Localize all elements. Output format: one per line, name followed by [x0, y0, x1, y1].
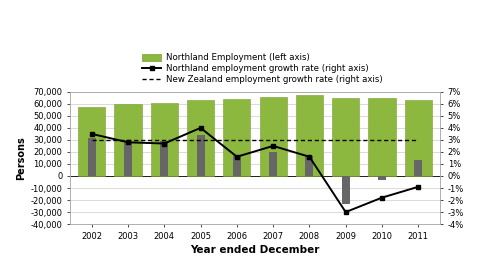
Bar — [368, 98, 396, 176]
Bar — [296, 95, 323, 176]
Bar — [114, 104, 141, 176]
Legend: Northland Employment (left axis), Northland employment growth rate (right axis),: Northland Employment (left axis), Northl… — [140, 51, 384, 86]
Bar — [342, 176, 349, 204]
Bar — [306, 156, 314, 176]
Bar — [233, 156, 241, 176]
Y-axis label: Persons: Persons — [16, 136, 26, 180]
Bar — [414, 160, 422, 176]
Bar — [196, 135, 204, 176]
Bar — [404, 100, 432, 176]
Bar — [260, 97, 286, 176]
Bar — [160, 141, 168, 176]
Bar — [187, 100, 214, 176]
Bar — [150, 103, 178, 176]
Bar — [78, 107, 106, 176]
Bar — [224, 99, 250, 176]
Bar — [378, 176, 386, 180]
Bar — [88, 137, 96, 176]
X-axis label: Year ended December: Year ended December — [190, 245, 320, 255]
Bar — [124, 142, 132, 176]
Bar — [269, 152, 277, 176]
Bar — [332, 98, 359, 176]
